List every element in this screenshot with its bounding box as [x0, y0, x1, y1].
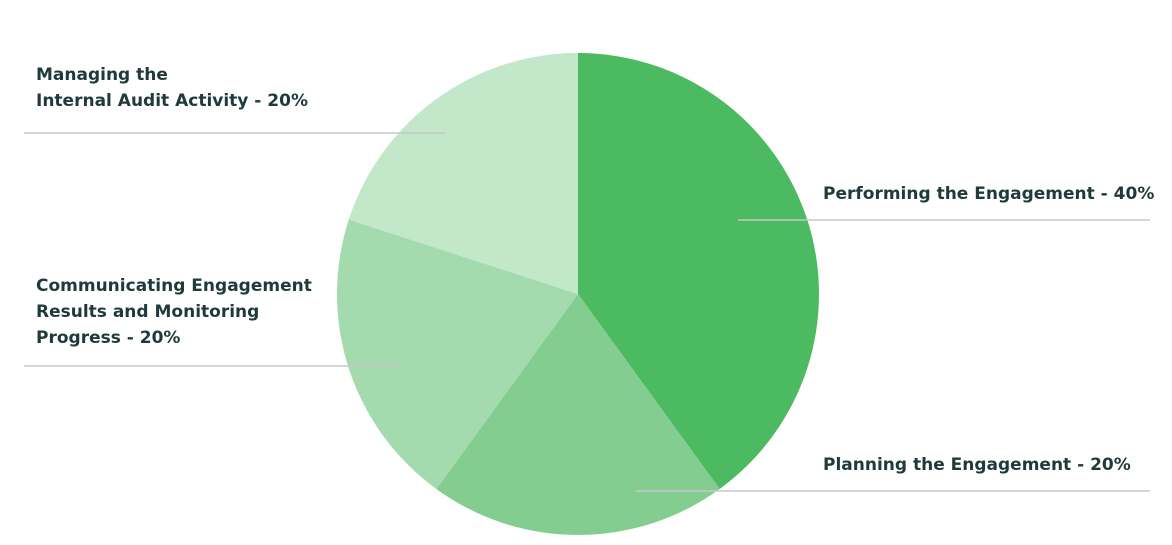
label-line: Planning the Engagement - 20%: [823, 455, 1131, 475]
label-line: Performing the Engagement - 40%: [823, 184, 1154, 204]
slice-label: Planning the Engagement - 20%: [823, 455, 1131, 475]
label-line: Results and Monitoring: [36, 302, 259, 322]
slice-label: Performing the Engagement - 40%: [823, 184, 1154, 204]
pie-slice: [436, 294, 720, 535]
pie-slice: [348, 53, 578, 294]
slice-label: Communicating Engagement Results and Moni…: [36, 276, 312, 348]
pie-slice: [337, 219, 578, 489]
label-line: Managing the: [36, 65, 168, 85]
pie-slice: [578, 53, 819, 489]
label-line: Communicating Engagement: [36, 276, 312, 296]
slice-label: Managing the Internal Audit Activity - 20…: [36, 65, 308, 111]
label-line: Progress - 20%: [36, 328, 180, 348]
label-line: Internal Audit Activity - 20%: [36, 91, 308, 111]
